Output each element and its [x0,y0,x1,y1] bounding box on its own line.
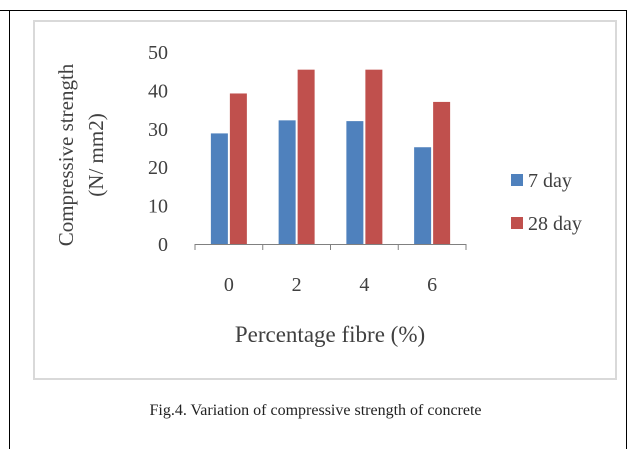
y-tick-label: 50 [148,42,168,64]
x-axis [194,244,467,250]
bar-28-day-0 [229,93,247,244]
y-tick-label: 20 [148,157,168,179]
legend-swatch-28-day [511,217,523,229]
border-left [9,10,10,449]
chart-area [33,20,617,380]
x-tick-label: 2 [292,274,302,296]
y-axis-title-line: (N/ mm2) [84,113,108,196]
figure-caption: Fig.4. Variation of compressive strength… [149,402,482,419]
legend: 7 day 28 day [511,170,582,235]
bar-28-day-6 [433,101,451,244]
legend-label: 7 day [528,170,572,192]
y-tick-labels: 0 10 20 30 40 50 [148,42,168,256]
x-tick-label: 0 [224,274,234,296]
x-tick-labels: 0 2 4 6 [224,274,437,296]
y-axis-title-line: Compressive strength [54,63,78,246]
y-tick-label: 0 [158,234,168,256]
y-tick-label: 40 [148,80,168,102]
bar-28-day-4 [365,69,383,244]
x-axis-title: Percentage fibre (%) [235,322,425,347]
bar-7-day-0 [210,133,228,244]
border-top [0,10,626,11]
bar-28-day-2 [297,69,315,244]
bar-7-day-2 [278,120,296,244]
bars [210,69,451,244]
y-tick-label: 30 [148,119,168,141]
bar-7-day-4 [346,121,364,244]
y-axis-title: Compressive strength (N/ mm2) [54,63,108,246]
border-right [626,10,627,449]
y-tick-label: 10 [148,196,168,218]
x-tick-label: 4 [359,274,369,296]
legend-swatch-7-day [511,174,523,186]
legend-label: 28 day [528,213,582,235]
bar-7-day-6 [414,147,432,244]
x-tick-label: 6 [427,274,437,296]
